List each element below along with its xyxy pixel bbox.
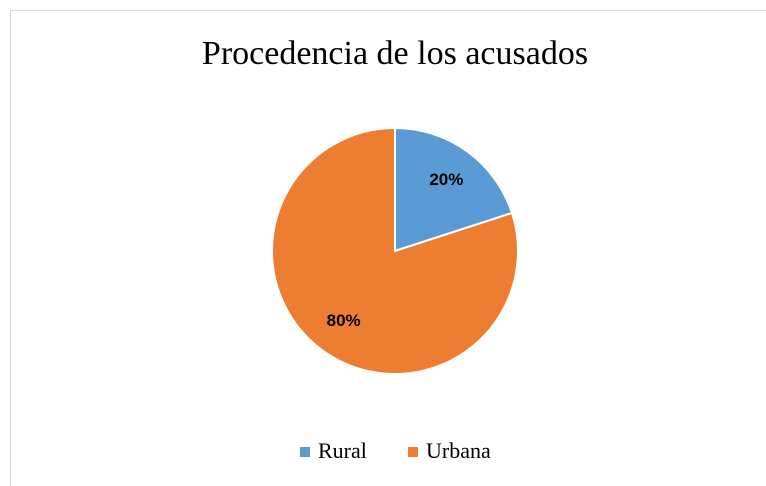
legend-label: Urbana	[426, 438, 491, 463]
legend-label: Rural	[318, 438, 367, 463]
data-label: 80%	[327, 311, 361, 330]
chart-title: Procedencia de los acusados	[202, 35, 588, 72]
legend-swatch	[408, 447, 418, 457]
pie-slice	[271, 126, 519, 375]
data-label: 20%	[429, 170, 463, 189]
legend-swatch	[300, 447, 310, 457]
pie-slice	[394, 126, 514, 253]
